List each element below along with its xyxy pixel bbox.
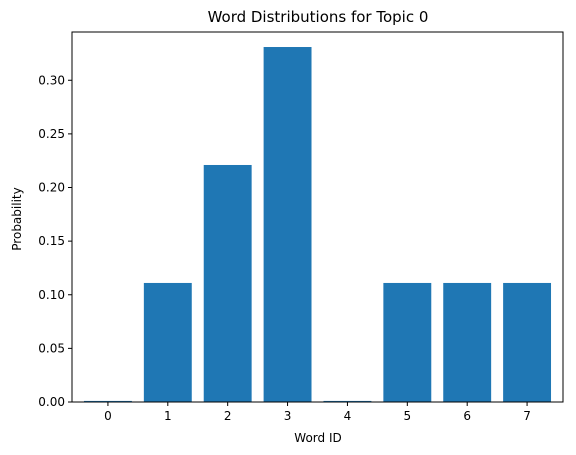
plot-area: 0 1 2 3 4 5 6 7 0.00 0.05 0.10 0.15 0.20 0.25 0.30	[38, 32, 563, 423]
chart-title: Word Distributions for Topic 0	[208, 8, 429, 26]
y-tick-label: 0.30	[38, 73, 65, 87]
x-tick-label: 7	[523, 409, 531, 423]
x-tick-label: 4	[344, 409, 352, 423]
x-tick-label: 2	[224, 409, 232, 423]
x-axis-label: Word ID	[294, 431, 341, 445]
x-tick-label: 5	[403, 409, 411, 423]
x-tick-label: 1	[164, 409, 172, 423]
y-tick-label: 0.25	[38, 127, 65, 141]
y-tick-label: 0.15	[38, 234, 65, 248]
bars-group	[84, 47, 551, 402]
y-axis-label: Probability	[10, 187, 24, 250]
y-tick-label: 0.00	[38, 395, 65, 409]
x-tick-label: 6	[463, 409, 471, 423]
x-tick-label: 3	[284, 409, 292, 423]
y-tick-label: 0.20	[38, 181, 65, 195]
y-axis-ticks: 0.00 0.05 0.10 0.15 0.20 0.25 0.30	[38, 73, 72, 409]
bar-5	[383, 283, 431, 402]
y-tick-label: 0.05	[38, 341, 65, 355]
bar-6	[443, 283, 491, 402]
bar-3	[264, 47, 312, 402]
bar-7	[503, 283, 551, 402]
y-tick-label: 0.10	[38, 288, 65, 302]
x-axis-ticks: 0 1 2 3 4 5 6 7	[104, 402, 531, 423]
bar-2	[204, 165, 252, 402]
bar-1	[144, 283, 192, 402]
x-tick-label: 0	[104, 409, 112, 423]
